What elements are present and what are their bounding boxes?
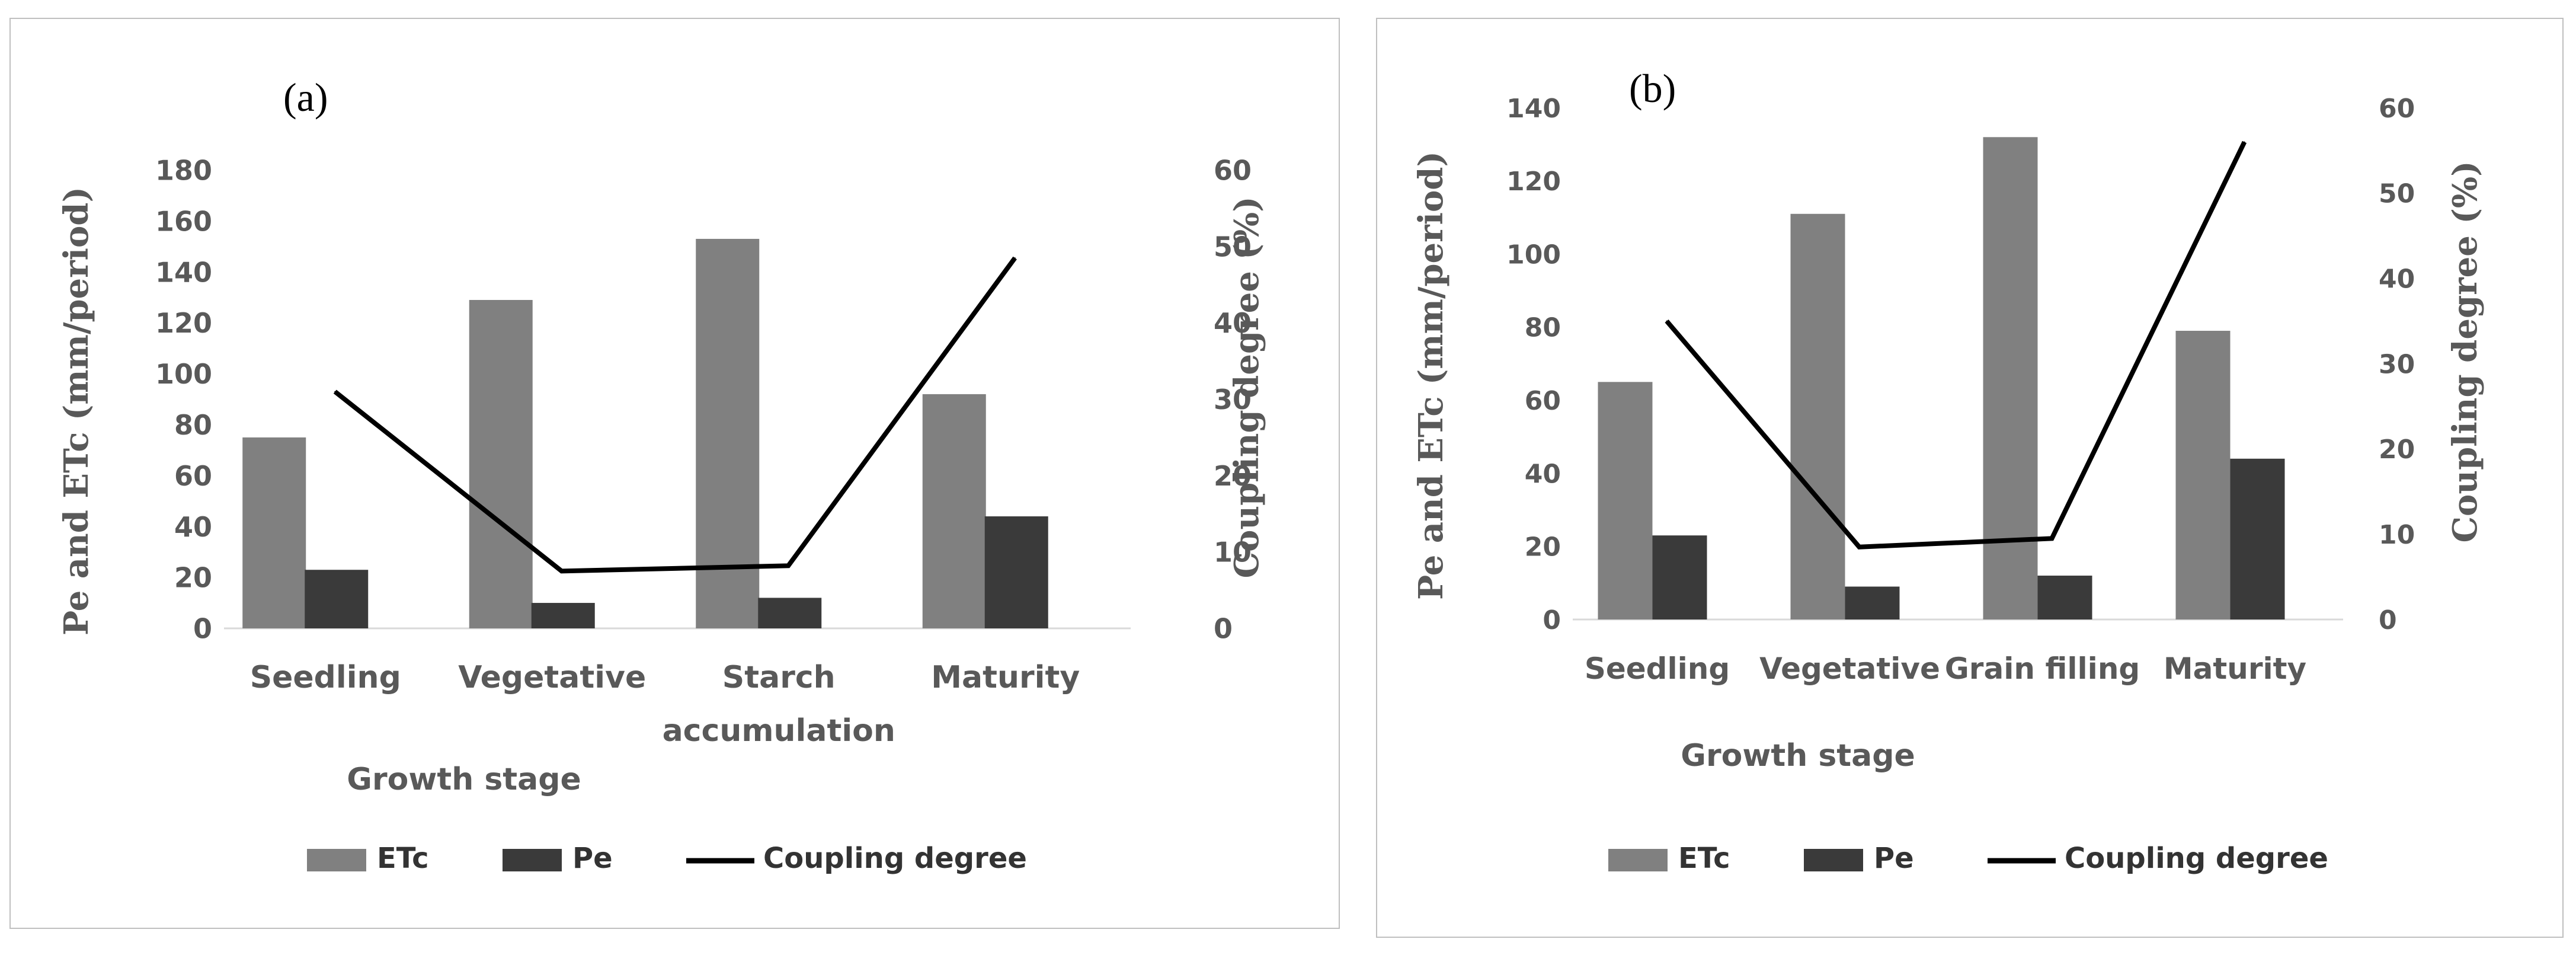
left-y-tick-label: 40 — [1525, 459, 1561, 489]
left-y-tick-label: 80 — [1525, 313, 1561, 343]
category-label-3: Grain filling — [1945, 651, 2140, 686]
bar-pe-2 — [1845, 586, 1900, 619]
bar-pe-4 — [984, 516, 1048, 628]
right-y-tick-label: 50 — [2379, 179, 2415, 209]
right-y-tick-label: 0 — [2379, 605, 2397, 635]
right-y-tick-label: 0 — [1214, 613, 1233, 645]
right-y-tick-label: 20 — [1214, 460, 1252, 492]
coupling-degree-point-4 — [1014, 257, 1016, 259]
left-y-tick-label: 140 — [1506, 94, 1561, 124]
coupling-degree-point-3 — [788, 565, 789, 567]
legend-swatch-pe — [503, 849, 562, 871]
legend-label-coupling-degree: Coupling degree — [2065, 842, 2328, 875]
bar-etc-2 — [1790, 213, 1845, 619]
legend-label-pe: Pe — [1874, 842, 1914, 875]
category-label-1: Seedling — [1585, 651, 1730, 686]
legend-label-etc: ETc — [1678, 842, 1730, 875]
right-y-tick-label: 40 — [1214, 307, 1252, 339]
left-y-tick-label: 160 — [155, 205, 212, 237]
bar-etc-1 — [1598, 382, 1653, 619]
left-y-tick-label: 100 — [155, 358, 212, 390]
left-y-tick-label: 60 — [1525, 386, 1561, 416]
right-y-tick-label: 10 — [2379, 520, 2415, 550]
coupling-degree-point-4 — [2244, 141, 2245, 143]
right-y-axis-title: Coupling degree (%) — [1227, 196, 1266, 578]
right-y-tick-label: 40 — [2379, 264, 2415, 295]
right-y-tick-label: 60 — [1214, 155, 1252, 187]
category-label-4: Maturity — [2164, 651, 2306, 686]
legend-label-etc: ETc — [377, 842, 429, 875]
chart-a-svg: 0 20 40 60 80 100 120 140 160 180 0 10 20 30 40 50 60 See… — [57, 75, 1266, 875]
coupling-degree-point-2 — [1858, 546, 1860, 548]
left-y-tick-label: 20 — [174, 562, 212, 594]
left-y-tick-label: 120 — [1506, 167, 1561, 197]
left-y-tick-label: 140 — [155, 256, 212, 288]
legend-label-coupling-degree: Coupling degree — [763, 842, 1027, 875]
coupling-degree-line — [333, 256, 1017, 574]
category-label-1: Seedling — [250, 660, 401, 695]
x-axis-title: Growth stage — [347, 762, 581, 797]
category-label-3: Starch accumulation — [663, 660, 895, 749]
category-label-2: Vegetative — [1759, 651, 1940, 686]
coupling-degree-point-3 — [2051, 538, 2053, 539]
category-label-4: Maturity — [931, 660, 1080, 695]
left-y-tick-label: 40 — [174, 511, 212, 543]
chart-b-svg: 0 20 40 60 80 100 120 140 0 10 20 30 40 50 60 Seedling V… — [1412, 66, 2485, 875]
left-y-tick-label: 80 — [174, 409, 212, 441]
coupling-degree-point-1 — [334, 391, 336, 392]
bar-etc-1 — [242, 437, 306, 628]
legend-swatch-pe — [1804, 849, 1863, 871]
panel-label: (b) — [1629, 66, 1676, 111]
bar-etc-2 — [469, 300, 533, 628]
bar-pe-1 — [305, 570, 369, 628]
x-axis-title: Growth stage — [1681, 738, 1915, 774]
right-y-axis-title: Coupling degree (%) — [2446, 161, 2485, 542]
right-y-tick-label: 50 — [1214, 231, 1252, 263]
coupling-degree-point-1 — [1666, 320, 1668, 322]
right-y-tick-label: 60 — [2379, 94, 2415, 124]
right-y-tick-label: 20 — [2379, 435, 2415, 465]
bar-pe-1 — [1652, 535, 1707, 619]
bar-pe-3 — [758, 598, 822, 628]
bar-pe-3 — [2037, 576, 2092, 619]
left-y-axis-title: Pe and ETc (mm/period) — [57, 187, 96, 635]
left-y-tick-label: 180 — [155, 155, 212, 187]
bar-pe-4 — [2230, 458, 2285, 619]
left-y-tick-label: 0 — [1543, 605, 1561, 635]
bar-pe-2 — [531, 603, 595, 628]
bar-etc-3 — [696, 238, 760, 628]
bar-etc-4 — [922, 394, 986, 628]
left-y-tick-label: 20 — [1525, 532, 1561, 563]
chart-panel-a: 0 20 40 60 80 100 120 140 160 180 0 10 20 30 40 50 60 See… — [9, 18, 1340, 929]
legend-label-pe: Pe — [572, 842, 613, 875]
category-label-2: Vegetative — [458, 660, 646, 695]
left-y-tick-label: 60 — [174, 460, 212, 492]
left-y-tick-label: 0 — [193, 613, 212, 645]
coupling-degree-line — [1665, 140, 2247, 550]
bar-etc-4 — [2175, 331, 2231, 619]
bar-etc-3 — [1983, 137, 2038, 620]
left-y-tick-label: 120 — [155, 307, 212, 339]
left-y-axis-title: Pe and ETc (mm/period) — [1412, 151, 1451, 600]
legend-swatch-etc — [307, 849, 366, 871]
panel-label: (a) — [283, 75, 328, 120]
right-y-tick-label: 10 — [1214, 536, 1252, 568]
chart-panel-b: 0 20 40 60 80 100 120 140 0 10 20 30 40 50 60 Seedling V… — [1376, 18, 2564, 938]
legend-swatch-etc — [1608, 849, 1668, 871]
right-y-tick-label: 30 — [2379, 349, 2415, 379]
left-y-tick-label: 100 — [1506, 239, 1561, 270]
coupling-degree-point-2 — [561, 570, 562, 572]
right-y-tick-label: 30 — [1214, 384, 1252, 416]
